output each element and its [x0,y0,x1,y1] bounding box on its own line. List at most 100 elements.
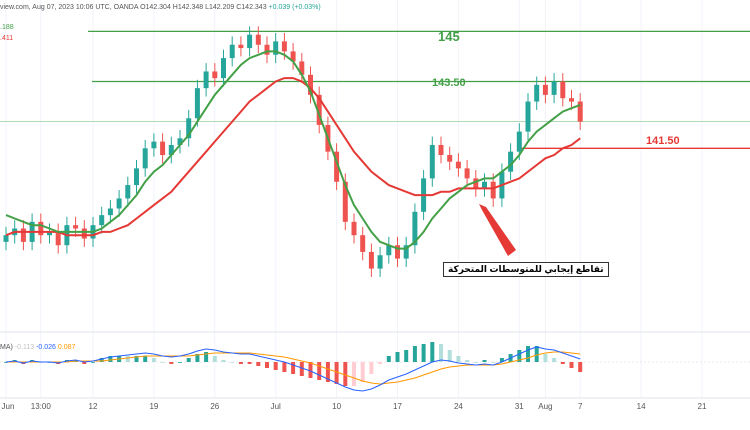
candle [438,136,444,164]
candle-body [368,251,374,269]
candle [429,136,435,187]
macd-hist-bar [273,362,278,370]
macd-hist-bar [412,346,417,362]
candle [482,173,487,197]
macd-hist-bar [343,362,348,386]
crossover-arrow [479,204,516,256]
candle-body [412,211,418,246]
chart-change: +0.039 (+0.03%) [268,4,321,11]
candle-body [186,118,192,139]
level-label-145: 145 [438,29,460,44]
candle-body [534,84,540,102]
candle-body [238,44,244,49]
candle [473,170,479,197]
candle [177,129,183,154]
candle [412,203,418,254]
candle [264,36,270,64]
macd-hist-bar [212,356,217,362]
ma-fast-line [5,50,581,250]
x-tick-label: 13:00 [30,402,51,411]
macd-hist-bar [325,362,330,382]
candle-body [464,168,470,179]
x-tick-label: 24 [453,402,463,411]
level-label-143-50: 143.50 [432,77,466,89]
candle [20,220,26,251]
candle [255,26,261,54]
macd-hist-bar [473,362,478,363]
macd-hist-bar [369,362,374,374]
macd-hist-bar [360,362,365,382]
x-tick-label: 26 [210,402,220,411]
candle-body [395,245,400,259]
candle-body [360,235,366,252]
candle-body [473,178,479,189]
macd-hist-bar [517,350,522,362]
macd-hist-bar [430,342,435,362]
macd-hist-bar [378,362,383,364]
candle-body [482,181,487,189]
candle [525,93,531,140]
macd-hist-bar [160,362,165,363]
candle [212,63,218,87]
x-tick-label: 12 [88,402,98,411]
candle [542,76,548,104]
x-tick-label: 17 [393,402,402,411]
candle [534,76,540,110]
candle [569,89,574,110]
indicator-hist-value: -0.113 [14,344,35,351]
macd-hist-bar [186,358,191,362]
macd-hist-bar [543,354,548,362]
candle-body [569,98,574,102]
candle-body [264,44,270,55]
indicator-header: MA) -0.113 -0.026 0.087 [0,344,75,351]
candle-body [134,168,139,186]
macd-hist-bar [91,362,95,363]
candle-body [316,94,322,125]
macd-hist-bar [421,344,426,362]
macd-hist-bar [143,356,148,362]
candle [299,53,305,84]
moving-averages [5,50,581,250]
macd-hist-bar [334,362,339,384]
candle [395,236,400,267]
candle [273,33,279,64]
candle [38,213,44,244]
macd-hist-bar [108,356,113,362]
candle [247,26,253,57]
level-label-141-50: 141.50 [646,135,680,147]
macd-hist-bar [134,356,139,362]
candles [3,26,583,277]
candle [386,236,392,264]
x-tick-label: 31 [514,402,524,411]
macd-hist-bar [265,362,269,368]
candle [560,73,566,107]
macd-hist-bar [456,356,461,362]
candle-body [81,228,87,239]
candle-body [342,181,348,222]
candle-body [107,208,113,216]
macd-hist-bar [125,356,130,362]
macd-hist-bar [99,358,104,362]
candle [403,236,409,267]
candle-body [273,41,279,55]
candle-body [386,245,392,256]
candle [3,226,9,251]
candle [142,139,148,177]
macd-hist-bar [291,362,296,374]
macd-hist-bar [178,362,182,363]
candle [308,66,313,104]
macd-hist-bar [195,354,200,362]
macd-hist-bar [482,360,487,362]
indicator-signal-value: 0.087 [57,344,76,351]
candle-body [299,61,305,75]
macd-hist-bar [308,362,313,378]
candle [577,93,583,130]
candle [455,153,461,177]
candle-body [160,141,166,155]
candle-body [508,151,514,172]
candle-body [247,34,253,49]
candle-body [177,138,183,145]
candle [160,133,166,164]
candle-body [151,141,157,149]
